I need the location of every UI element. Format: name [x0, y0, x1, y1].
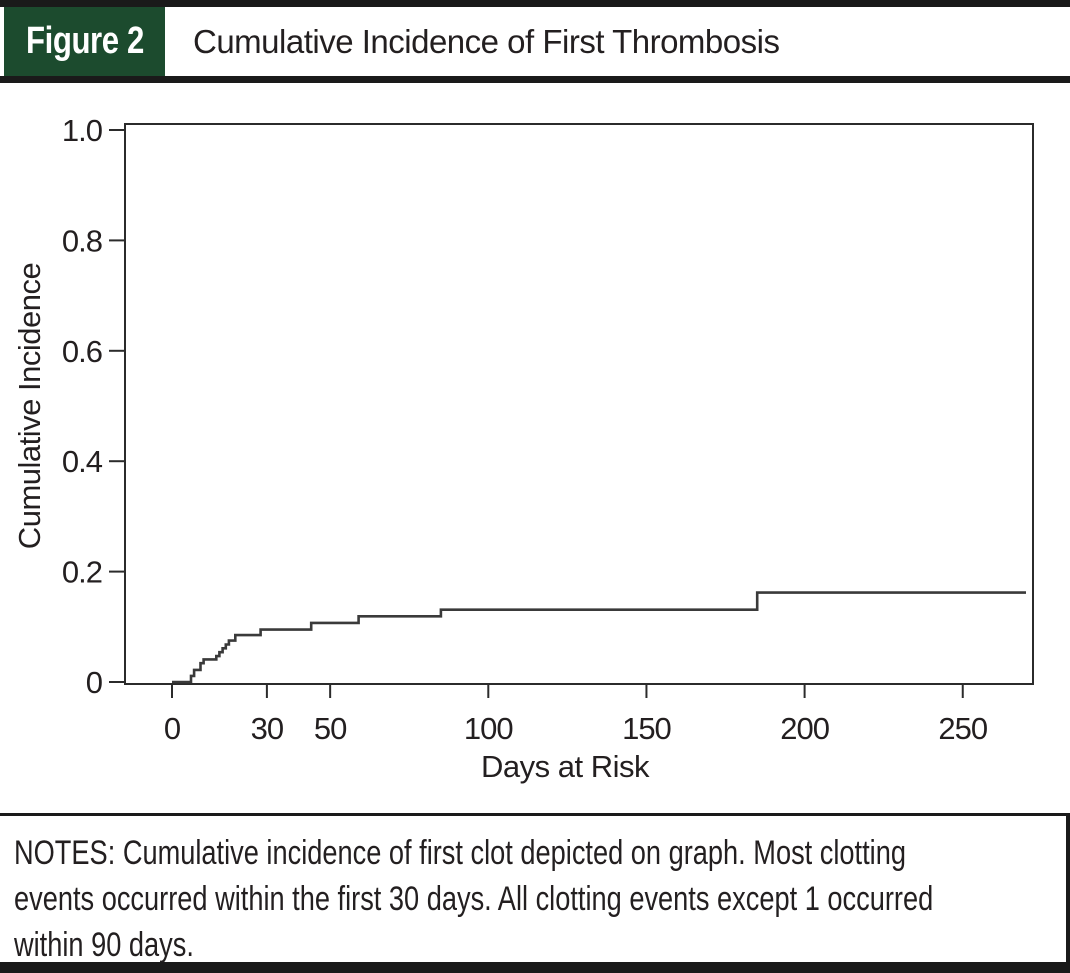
- y-tick-label: 0.2: [62, 555, 102, 590]
- x-axis-ticks: 0 30 50 100 150 200 250: [164, 684, 989, 746]
- figure-number-label: Figure 2: [25, 20, 144, 62]
- notes-line-1: NOTES: Cumulative incidence of first clo…: [14, 834, 906, 872]
- y-tick-label: 0.4: [62, 444, 103, 479]
- plot-border: [124, 123, 1034, 685]
- x-tick-label: 200: [780, 711, 829, 746]
- step-curve: [172, 591, 1026, 684]
- bottom-rule: [0, 962, 1070, 973]
- header-rule: [0, 76, 1070, 83]
- notes-panel: NOTES: Cumulative incidence of first clo…: [0, 816, 1066, 964]
- top-rule: [0, 0, 1070, 7]
- x-tick-label: 50: [314, 711, 347, 746]
- x-tick-label: 150: [622, 711, 671, 746]
- x-tick-label: 0: [164, 711, 181, 746]
- y-tick-label: 0.6: [62, 334, 102, 369]
- x-axis-title: Days at Risk: [481, 749, 650, 784]
- figure-title: Cumulative Incidence of First Thrombosis: [193, 22, 780, 60]
- notes-line-2: events occurred within the first 30 days…: [14, 880, 934, 918]
- y-tick-label: 1.0: [62, 113, 103, 148]
- y-tick-label: 0: [86, 665, 103, 700]
- x-tick-label: 30: [251, 711, 284, 746]
- y-axis-ticks: 0 0.2 0.4 0.6 0.8 1.0: [62, 113, 125, 700]
- y-axis-title: Cumulative Incidence: [12, 263, 47, 549]
- chart-panel: 0 0.2 0.4 0.6 0.8 1.0 0 30 50 100 150 200 250 Cumul…: [0, 83, 1070, 813]
- figure-number-badge: Figure 2: [4, 7, 165, 76]
- notes-line-3: within 90 days.: [14, 926, 194, 964]
- x-tick-label: 100: [464, 711, 513, 746]
- cumulative-incidence-chart: 0 0.2 0.4 0.6 0.8 1.0 0 30 50 100 150 200 250 Cumul…: [12, 113, 1034, 784]
- x-tick-label: 250: [938, 711, 987, 746]
- notes-divider-rule: [0, 813, 1070, 816]
- y-tick-label: 0.8: [62, 223, 102, 258]
